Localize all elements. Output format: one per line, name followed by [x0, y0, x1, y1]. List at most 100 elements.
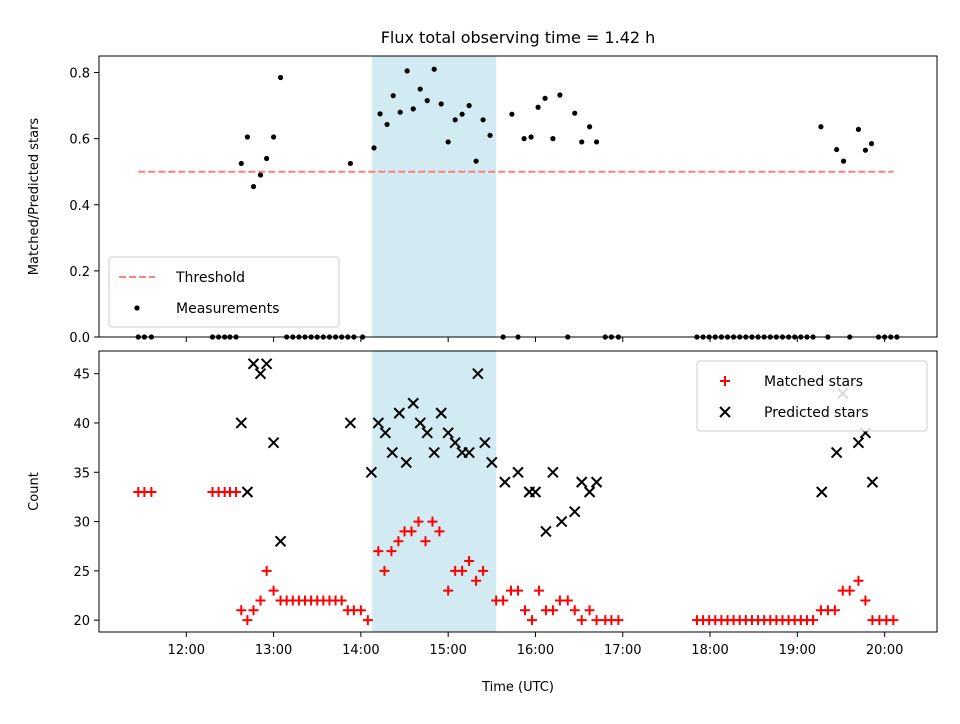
data-point [576, 615, 587, 626]
data-point [513, 585, 523, 596]
legend-box [108, 256, 340, 328]
data-point [512, 466, 524, 478]
data-point [442, 427, 454, 439]
data-point [268, 585, 279, 596]
data-point [830, 446, 843, 459]
data-point [235, 417, 247, 429]
plot-frame [98, 55, 938, 338]
x-tick-label: 12:00 [168, 643, 205, 658]
data-point [547, 605, 558, 616]
data-point [463, 446, 475, 459]
y-tick-label: 25 [73, 565, 90, 580]
data-point [586, 124, 593, 130]
data-point [529, 486, 542, 498]
y-tick-label: 30 [73, 516, 90, 531]
data-point [479, 436, 491, 449]
data-point [248, 605, 259, 616]
data-point [270, 134, 277, 140]
data-point [472, 367, 484, 380]
series-matched-stars [133, 486, 899, 626]
data-point [533, 585, 544, 596]
data-point [435, 407, 447, 419]
data-point [569, 605, 580, 616]
observing-window-span [372, 351, 497, 632]
data-point [250, 183, 257, 190]
data-point [410, 106, 416, 112]
data-point [428, 446, 440, 459]
data-point [417, 86, 423, 92]
data-point [236, 605, 247, 616]
data-point [255, 595, 266, 606]
data-point [526, 615, 537, 626]
y-tick-label: 45 [73, 368, 90, 383]
data-point [445, 139, 451, 145]
data-point [386, 546, 397, 557]
data-point [244, 134, 250, 140]
data-point [471, 575, 482, 586]
data-point [393, 407, 405, 419]
data-point [562, 595, 573, 606]
legend-marker [134, 305, 140, 311]
data-point [590, 476, 603, 488]
data-point [406, 526, 417, 537]
y-axis-label: Matched/Predicted stars [27, 118, 42, 276]
data-point [427, 516, 438, 527]
series-measurements [135, 66, 900, 340]
y-tick-label: 0.4 [69, 199, 90, 214]
data-point [344, 417, 357, 429]
plot-frame [98, 350, 938, 633]
data-point [862, 147, 869, 153]
data-point [498, 595, 509, 606]
data-point [407, 397, 419, 409]
data-point [377, 111, 383, 117]
data-point [431, 66, 437, 72]
data-point [555, 515, 568, 528]
legend-box [696, 360, 928, 432]
data-point [242, 615, 253, 626]
data-point [808, 615, 819, 626]
data-point [844, 585, 855, 596]
data-point [557, 92, 563, 98]
data-point [542, 95, 548, 101]
x-tick-label: 15:00 [429, 643, 466, 658]
data-point [397, 109, 403, 115]
data-point [459, 111, 465, 117]
x-tick-label: 13:00 [255, 643, 292, 658]
data-point [852, 436, 865, 449]
data-point [818, 124, 824, 130]
data-point [569, 506, 581, 518]
data-point [443, 585, 454, 596]
y-tick-label: 20 [73, 614, 90, 629]
y-axis-label: Count [27, 472, 42, 511]
data-point [393, 536, 404, 547]
data-point [274, 535, 287, 547]
legend-label: Predicted stars [764, 405, 869, 421]
data-point [473, 158, 479, 164]
y-tick-label: 0.0 [69, 331, 90, 346]
x-tick-label: 16:00 [517, 643, 554, 658]
data-point [379, 565, 390, 576]
data-point [486, 456, 498, 469]
data-point [464, 556, 475, 567]
data-point [452, 117, 458, 123]
data-point [355, 605, 366, 616]
y-tick-label: 40 [73, 417, 90, 432]
data-point [457, 565, 468, 576]
data-point [379, 427, 392, 439]
data-point [888, 615, 899, 626]
data-point [487, 132, 493, 138]
observing-window-span [372, 56, 497, 337]
data-point [438, 101, 444, 107]
data-point [362, 615, 373, 626]
x-tick-label: 14:00 [342, 643, 379, 658]
y-tick-label: 35 [73, 466, 90, 481]
legend-label: Threshold [175, 270, 245, 286]
legend: Threshold Measurements [108, 256, 340, 328]
x-axis-label: Time (UTC) [481, 680, 554, 695]
data-point [260, 358, 273, 370]
data-point [347, 160, 353, 167]
data-point [386, 446, 399, 459]
data-point [853, 575, 864, 586]
chart-title: Flux total observing time = 1.42 h [381, 28, 656, 47]
